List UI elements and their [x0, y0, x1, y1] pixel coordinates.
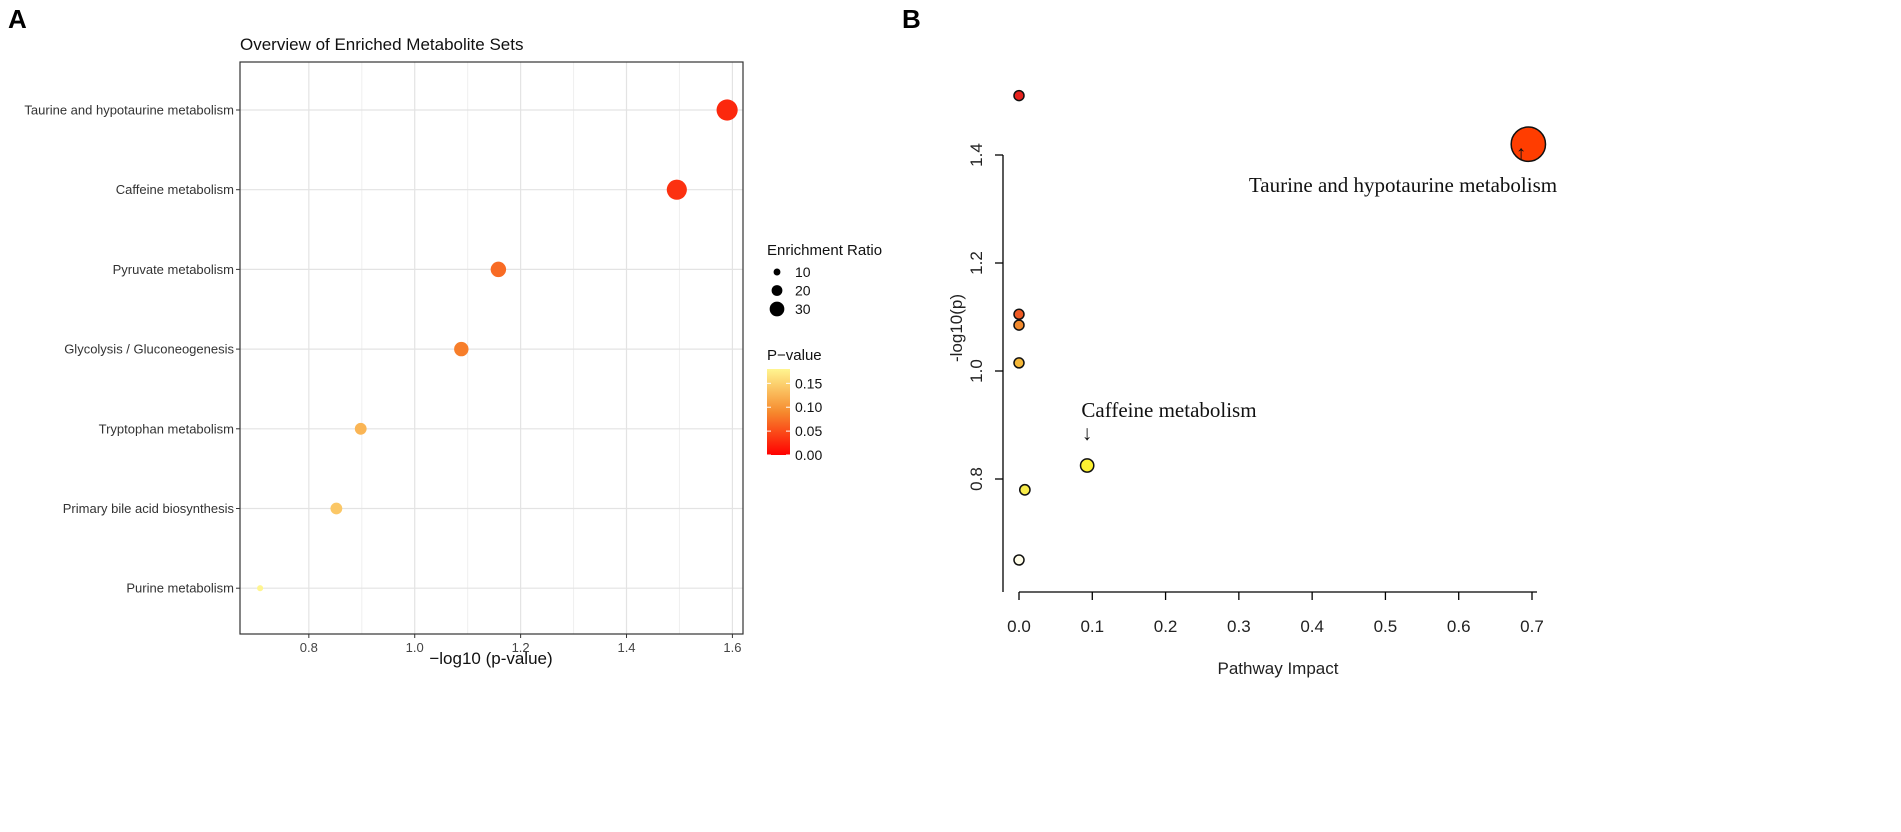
chart-a-xtick-label: 1.2 — [512, 640, 530, 655]
chart-a-plot-area — [240, 62, 743, 634]
pathway-point — [1013, 308, 1025, 321]
chart-a-xtick-label: 1.4 — [617, 640, 635, 655]
chart-b-ytick-label: 1.0 — [967, 359, 986, 383]
chart-b-xtick-label: 0.4 — [1300, 617, 1324, 636]
size-legend-title: Enrichment Ratio — [767, 242, 882, 259]
caffeine-annotation-arrow: ↓ — [1082, 421, 1093, 445]
size-legend-label: 20 — [795, 283, 811, 299]
category-label: Glycolysis / Gluconeogenesis — [64, 342, 234, 357]
category-label: Tryptophan metabolism — [99, 421, 234, 436]
enrichment-point — [716, 99, 738, 121]
colorbar-tick-label: 0.05 — [795, 423, 822, 439]
category-label: Pyruvate metabolism — [113, 262, 234, 277]
chart-b-points — [1013, 89, 1547, 566]
color-legend-title: P−value — [767, 347, 822, 364]
p-value-legend: P−value 0.15 0.10 0.05 0.00 — [767, 347, 822, 463]
category-label: Caffeine metabolism — [116, 182, 234, 197]
enrichment-point — [490, 261, 507, 278]
pathway-point — [1013, 319, 1025, 331]
chart-b-y-axis-label: -log10(p) — [947, 294, 966, 362]
pathway-point — [1018, 483, 1031, 496]
taurine-annotation-arrow: ↑ — [1516, 141, 1527, 165]
chart-b-xtick-label: 0.2 — [1154, 617, 1178, 636]
pathway-point — [1510, 126, 1547, 163]
chart-a-panel-border — [239, 61, 744, 635]
chart-b-x-axis-label: Pathway Impact — [1218, 659, 1339, 678]
category-label: Primary bile acid biosynthesis — [63, 501, 235, 516]
chart-b-xtick-label: 0.5 — [1374, 617, 1398, 636]
chart-b-xtick-label: 0.1 — [1080, 617, 1104, 636]
pathway-point — [1013, 89, 1025, 102]
chart-b-xtick-label: 0.7 — [1520, 617, 1544, 636]
chart-a-title: Overview of Enriched Metabolite Sets — [240, 35, 523, 54]
colorbar-tick-label: 0.15 — [795, 375, 822, 391]
enrichment-point — [454, 341, 469, 357]
taurine-annotation-label: Taurine and hypotaurine metabolism — [1249, 173, 1557, 197]
enrichment-point — [354, 422, 367, 435]
chart-b-ytick-label: 1.2 — [967, 251, 986, 275]
chart-a-xtick-label: 1.6 — [723, 640, 741, 655]
size-legend-dot — [771, 285, 783, 296]
chart-a-category-labels: Taurine and hypotaurine metabolism Caffei… — [24, 103, 240, 596]
pathway-point — [1079, 458, 1095, 473]
pathway-impact-chart: 0.8 1.0 1.2 1.4 0.0 0.1 0.2 0.3 0.4 0.5 0.6 0.7 -l… — [947, 89, 1557, 678]
chart-b-y-ticks: 0.8 1.0 1.2 1.4 — [967, 143, 1003, 491]
chart-b-xtick-label: 0.3 — [1227, 617, 1251, 636]
chart-b-ytick-label: 0.8 — [967, 467, 986, 491]
enrichment-ratio-legend: Enrichment Ratio 10 20 30 — [767, 242, 882, 317]
chart-a-points — [257, 99, 738, 592]
panel-b-label: B — [902, 4, 921, 34]
chart-a-x-axis-label: −log10 (p-value) — [429, 649, 552, 668]
panel-a-label: A — [8, 4, 27, 34]
category-label: Taurine and hypotaurine metabolism — [24, 103, 234, 118]
pathway-point — [1013, 357, 1025, 369]
category-label: Purine metabolism — [126, 581, 234, 596]
chart-a-xtick-label: 0.8 — [300, 640, 318, 655]
chart-b-x-ticks: 0.0 0.1 0.2 0.3 0.4 0.5 0.6 0.7 — [1007, 592, 1544, 636]
chart-b-ytick-label: 1.4 — [967, 143, 986, 167]
colorbar-tick-label: 0.00 — [795, 447, 822, 463]
chart-b-xtick-label: 0.0 — [1007, 617, 1031, 636]
chart-a-x-ticks: 0.8 1.0 1.2 1.4 1.6 — [300, 634, 741, 655]
enrichment-point — [666, 179, 687, 200]
chart-b-xtick-label: 0.6 — [1447, 617, 1471, 636]
colorbar-tick-label: 0.10 — [795, 399, 822, 415]
chart-a-xtick-label: 1.0 — [406, 640, 424, 655]
enrichment-point — [330, 502, 343, 515]
pathway-point — [1013, 554, 1025, 566]
chart-a-grid — [240, 62, 743, 634]
size-legend-dot — [773, 268, 781, 276]
caffeine-annotation-label: Caffeine metabolism — [1081, 398, 1256, 422]
size-legend-dot — [769, 301, 785, 317]
enrichment-point — [257, 585, 264, 592]
size-legend-label: 30 — [795, 301, 811, 317]
enrichment-overview-chart: Overview of Enriched Metabolite Sets Tau… — [24, 35, 882, 668]
size-legend-label: 10 — [795, 264, 811, 280]
p-value-colorbar — [767, 369, 790, 455]
